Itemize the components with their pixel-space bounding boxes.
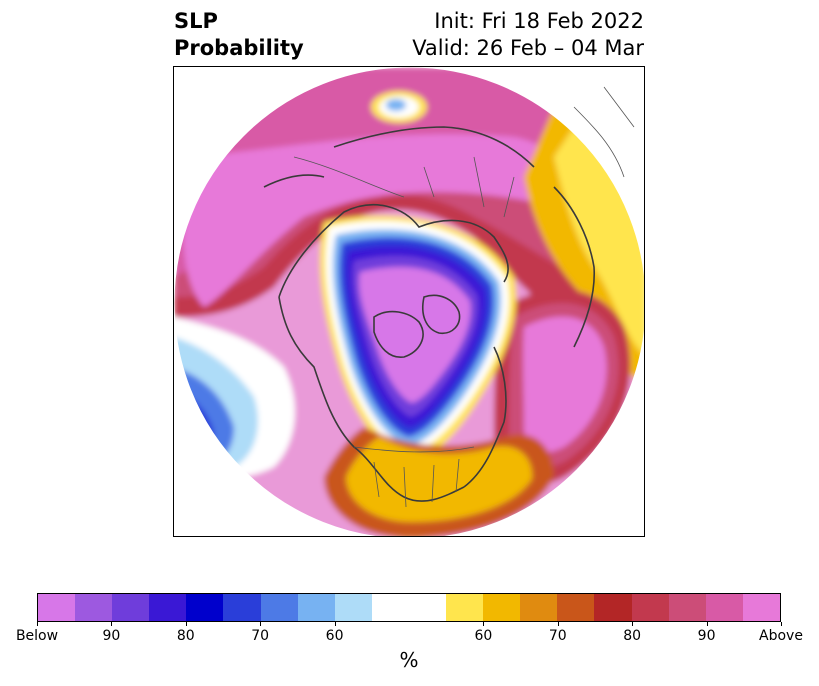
colorbar-segment [446, 594, 484, 621]
colorbar-segment [520, 594, 558, 621]
colorbar-segment [557, 594, 595, 621]
colorbar-segment [705, 594, 743, 621]
colorbar-tick-label: 70 [251, 628, 270, 644]
colorbar-tick-mark [483, 622, 485, 626]
colorbar-tick-label: 70 [548, 628, 567, 644]
colorbar-segment [631, 594, 669, 621]
colorbar-tick-mark [334, 622, 336, 626]
title-line-1: SLP [174, 9, 218, 33]
colorbar-segment [297, 594, 335, 621]
colorbar-tick-label: 60 [474, 628, 493, 644]
colorbar-segment [594, 594, 632, 621]
colorbar-segment [112, 594, 150, 621]
colorbar-tick-label: Above [759, 628, 803, 644]
colorbar-tick-label: 80 [176, 628, 195, 644]
colorbar-unit: % [399, 648, 419, 672]
probability-field [174, 67, 644, 536]
colorbar-tick-mark [37, 622, 38, 626]
colorbar-tick-mark [260, 622, 262, 626]
colorbar-tick-mark [557, 622, 559, 626]
colorbar-segment [408, 594, 447, 621]
colorbar-segment [260, 594, 298, 621]
chart-title: SLP Probability [174, 8, 304, 62]
colorbar-tick-mark [706, 622, 708, 626]
coastlines [263, 126, 595, 502]
colorbar-segment [75, 594, 113, 621]
run-info: Init: Fri 18 Feb 2022 Valid: 26 Feb – 04… [412, 8, 644, 62]
colorbar-segment [483, 594, 521, 621]
valid-time: Valid: 26 Feb – 04 Mar [412, 36, 644, 60]
colorbar-tick-label: 80 [623, 628, 642, 644]
colorbar-tick-mark [111, 622, 113, 626]
title-line-2: Probability [174, 36, 304, 60]
init-time: Init: Fri 18 Feb 2022 [434, 9, 644, 33]
borders [293, 86, 635, 508]
colorbar-segment [371, 594, 409, 621]
colorbar-tick-mark [632, 622, 634, 626]
map-panel [173, 66, 645, 537]
colorbar-tick-label: 90 [102, 628, 121, 644]
colorbar-tick-mark [781, 622, 782, 626]
colorbar-segment [149, 594, 187, 621]
colorbar-segment [334, 594, 372, 621]
colorbar-segment [38, 594, 76, 621]
colorbar-segment [186, 594, 224, 621]
colorbar [37, 593, 781, 622]
colorbar-segment [742, 594, 780, 621]
colorbar-tick-label: 60 [325, 628, 344, 644]
colorbar-segment [668, 594, 706, 621]
colorbar-tick-label: 90 [697, 628, 716, 644]
probability-map [174, 67, 644, 536]
colorbar-segment [223, 594, 261, 621]
colorbar-tick-label: Below [15, 628, 59, 644]
colorbar-tick-mark [185, 622, 187, 626]
